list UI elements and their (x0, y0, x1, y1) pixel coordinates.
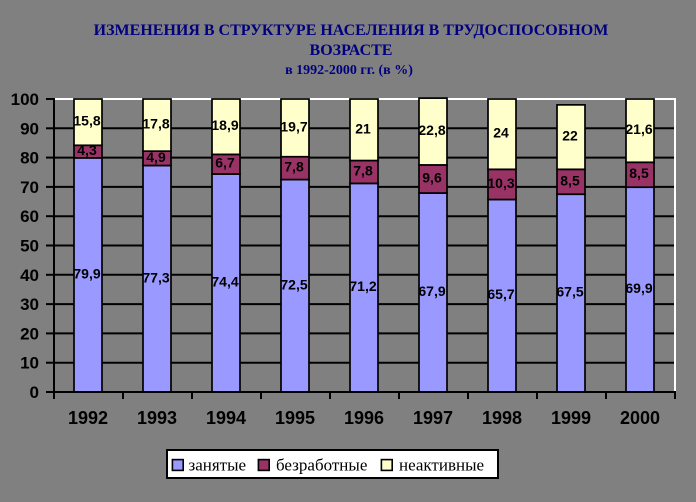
svg-text:ВОЗРАСТЕ: ВОЗРАСТЕ (310, 42, 393, 59)
svg-text:30: 30 (20, 295, 39, 314)
svg-text:4,9: 4,9 (146, 149, 166, 165)
svg-text:80: 80 (20, 149, 39, 168)
svg-text:60: 60 (20, 207, 39, 226)
svg-text:2000: 2000 (620, 408, 660, 428)
svg-text:1992: 1992 (68, 408, 108, 428)
svg-text:1995: 1995 (275, 408, 315, 428)
svg-text:ИЗМЕНЕНИЯ В СТРУКТУРЕ НАСЕЛЕНИ: ИЗМЕНЕНИЯ В СТРУКТУРЕ НАСЕЛЕНИЯ В ТРУДОС… (94, 22, 609, 39)
svg-text:20: 20 (20, 324, 39, 343)
svg-text:4,3: 4,3 (77, 142, 97, 158)
svg-text:24: 24 (493, 125, 509, 141)
svg-text:77,3: 77,3 (142, 269, 169, 285)
svg-text:74,4: 74,4 (211, 274, 238, 290)
svg-text:1998: 1998 (482, 408, 522, 428)
svg-text:21: 21 (355, 120, 371, 136)
svg-text:19,7: 19,7 (280, 118, 307, 134)
svg-text:неактивные: неактивные (399, 456, 484, 475)
svg-text:1999: 1999 (551, 408, 591, 428)
svg-text:21,6: 21,6 (625, 121, 652, 137)
svg-text:18,9: 18,9 (211, 117, 238, 133)
svg-text:70: 70 (20, 178, 39, 197)
svg-text:6,7: 6,7 (215, 155, 235, 171)
svg-text:50: 50 (20, 237, 39, 256)
svg-text:0: 0 (30, 383, 39, 402)
svg-text:8,5: 8,5 (560, 172, 580, 188)
svg-text:1996: 1996 (344, 408, 384, 428)
svg-text:безработные: безработные (276, 456, 367, 475)
svg-text:100: 100 (11, 90, 39, 109)
svg-text:8,5: 8,5 (629, 165, 649, 181)
svg-text:69,9: 69,9 (625, 280, 652, 296)
svg-text:15,8: 15,8 (73, 113, 100, 129)
svg-text:22,8: 22,8 (418, 122, 445, 138)
svg-text:67,5: 67,5 (556, 284, 583, 300)
svg-text:40: 40 (20, 266, 39, 285)
svg-text:занятые: занятые (189, 456, 247, 475)
svg-text:10,3: 10,3 (487, 175, 514, 191)
svg-text:1997: 1997 (413, 408, 453, 428)
svg-text:65,7: 65,7 (487, 286, 514, 302)
svg-text:22: 22 (562, 128, 578, 144)
svg-text:1994: 1994 (206, 408, 246, 428)
svg-text:67,9: 67,9 (418, 283, 445, 299)
svg-text:в 1992-2000 гг. (в %): в 1992-2000 гг. (в %) (285, 63, 413, 78)
svg-text:7,8: 7,8 (284, 159, 304, 175)
svg-text:72,5: 72,5 (280, 276, 307, 292)
svg-text:1993: 1993 (137, 408, 177, 428)
svg-text:90: 90 (20, 119, 39, 138)
svg-text:79,9: 79,9 (73, 265, 100, 281)
svg-text:9,6: 9,6 (422, 170, 442, 186)
svg-text:71,2: 71,2 (349, 278, 376, 294)
svg-text:17,8: 17,8 (142, 116, 169, 132)
svg-text:10: 10 (20, 354, 39, 373)
svg-text:7,8: 7,8 (353, 163, 373, 179)
